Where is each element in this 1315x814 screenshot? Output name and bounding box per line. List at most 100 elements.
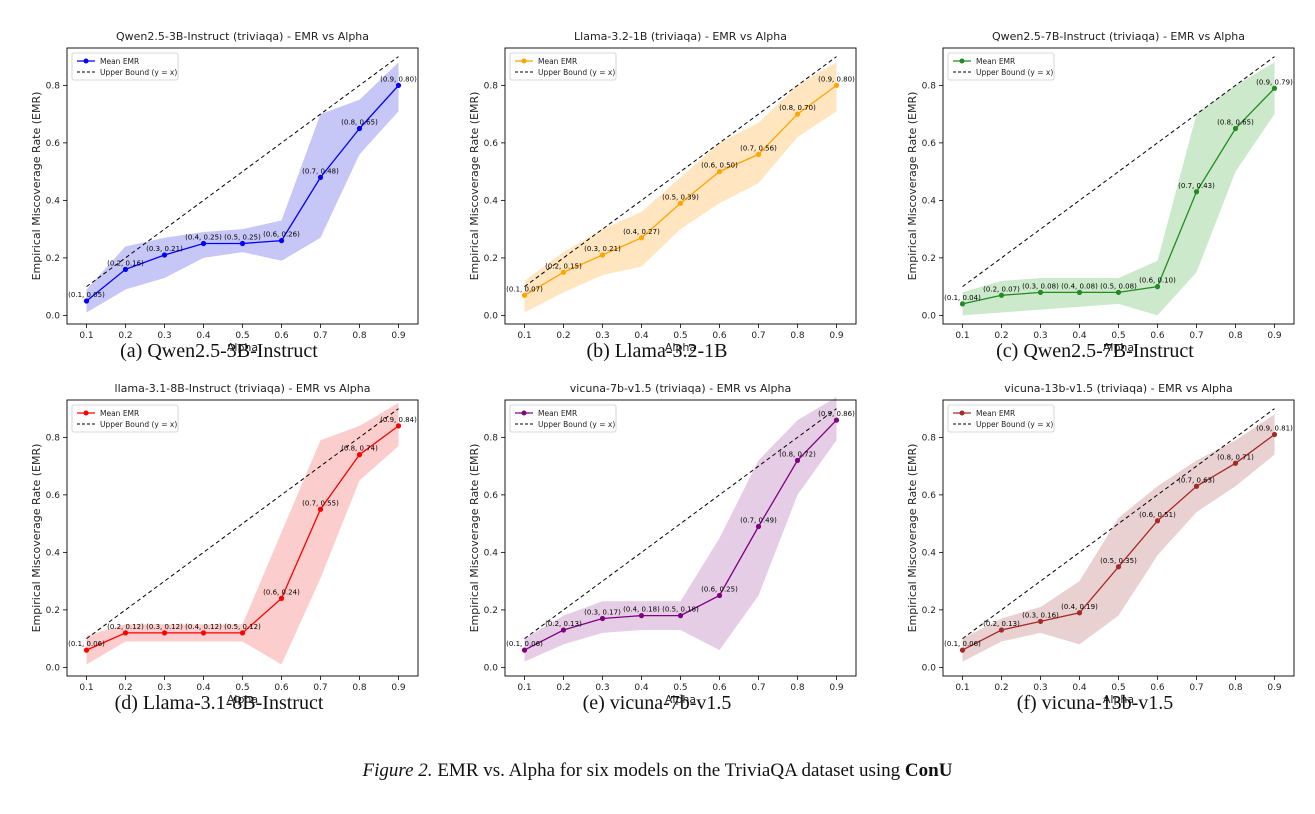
x-tick-label: 0.3 [157, 683, 171, 693]
data-point [122, 266, 129, 272]
y-tick-label: 0.6 [484, 139, 499, 149]
confidence-band [962, 414, 1275, 662]
x-tick-label: 0.9 [829, 331, 844, 341]
data-label: (0.9, 0.79) [1256, 78, 1293, 86]
x-tick-label: 0.8 [352, 683, 367, 693]
data-point [239, 630, 246, 636]
y-tick-label: 0.0 [922, 663, 937, 673]
data-label: (0.7, 0.48) [302, 167, 339, 175]
x-tick-label: 0.6 [1150, 331, 1165, 341]
data-label: (0.3, 0.08) [1022, 282, 1059, 290]
data-point [161, 252, 168, 258]
data-label: (0.8, 0.71) [1217, 453, 1254, 461]
y-tick-label: 0.2 [922, 254, 936, 264]
y-axis-label: Empirical Miscoverage Rate (EMR) [906, 444, 919, 633]
data-label: (0.2, 0.13) [545, 620, 582, 628]
y-tick-label: 0.0 [46, 311, 61, 321]
data-point [638, 613, 645, 619]
upper-bound-line [86, 56, 399, 288]
confidence-band [86, 62, 399, 313]
legend-mean-label: Mean EMR [538, 57, 577, 66]
x-tick-label: 0.9 [1267, 683, 1282, 693]
upper-bound-line [962, 56, 1275, 288]
legend-box [509, 404, 617, 433]
x-tick-label: 0.1 [955, 683, 969, 693]
x-tick-label: 0.6 [712, 331, 727, 341]
data-point [677, 613, 684, 619]
chart-panel: vicuna-13b-v1.5 (triviaqa) - EMR vs Alph… [876, 380, 1314, 750]
x-tick-label: 0.2 [556, 331, 570, 341]
chart-panel: vicuna-7b-v1.5 (triviaqa) - EMR vs Alpha… [438, 380, 876, 750]
data-label: (0.4, 0.25) [185, 234, 222, 242]
data-point [1037, 289, 1044, 295]
y-tick-label: 0.6 [922, 491, 937, 501]
chart-panel: Llama-3.2-1B (triviaqa) - EMR vs Alpha (0… [438, 28, 876, 398]
data-point [560, 269, 567, 275]
x-tick-label: 0.8 [352, 331, 367, 341]
data-point [1154, 284, 1161, 290]
x-tick-label: 0.5 [1111, 331, 1125, 341]
data-label: (0.4, 0.18) [623, 606, 660, 614]
x-axis-label: Alpha [1103, 693, 1134, 706]
data-label: (0.8, 0.65) [341, 119, 378, 127]
data-point [278, 595, 285, 601]
data-label: (0.9, 0.84) [380, 416, 417, 424]
data-point [755, 523, 762, 530]
data-point [1271, 431, 1278, 438]
x-tick-label: 0.2 [994, 331, 1008, 341]
data-label: (0.6, 0.10) [1139, 277, 1176, 285]
x-axis-label: Alpha [1103, 341, 1134, 354]
y-tick-label: 0.0 [46, 663, 61, 673]
chart-title: vicuna-7b-v1.5 (triviaqa) - EMR vs Alpha [570, 382, 791, 395]
y-tick-label: 0.8 [46, 81, 61, 91]
chart-title: vicuna-13b-v1.5 (triviaqa) - EMR vs Alph… [1004, 382, 1232, 395]
y-tick-label: 0.4 [922, 548, 937, 558]
data-point [716, 592, 723, 599]
x-tick-label: 0.2 [994, 683, 1008, 693]
x-tick-label: 0.4 [634, 683, 649, 693]
figure-caption-text: EMR vs. Alpha for six models on the Triv… [437, 760, 901, 781]
legend-upper-label: Upper Bound (y = x) [976, 68, 1053, 77]
data-point [833, 82, 840, 88]
x-tick-label: 0.3 [157, 331, 171, 341]
data-point [833, 417, 840, 423]
data-point [755, 151, 762, 157]
data-point [959, 301, 966, 307]
data-point [1193, 189, 1200, 195]
x-tick-label: 0.6 [274, 683, 289, 693]
x-tick-label: 0.9 [391, 683, 406, 693]
subfigure-caption: (d) Llama-3.1-8B-Instruct [114, 692, 324, 714]
y-axis-label: Empirical Miscoverage Rate (EMR) [30, 444, 43, 633]
confidence-band [524, 397, 837, 662]
x-tick-label: 0.8 [790, 331, 805, 341]
y-tick-label: 0.8 [922, 433, 937, 443]
y-tick-label: 0.4 [484, 548, 499, 558]
data-label: (0.1, 0.06) [68, 640, 105, 648]
data-point [83, 298, 90, 304]
data-point [161, 630, 168, 636]
y-tick-label: 0.4 [484, 196, 499, 206]
legend-mean-marker [959, 58, 965, 64]
subfigure-caption: (e) vicuna-7b-v1.5 [582, 692, 732, 714]
legend-mean-marker [521, 410, 527, 416]
data-point [1193, 483, 1200, 489]
y-tick-label: 0.6 [484, 491, 499, 501]
x-tick-label: 0.5 [235, 331, 249, 341]
x-tick-label: 0.6 [274, 331, 289, 341]
y-tick-label: 0.2 [46, 254, 60, 264]
data-label: (0.6, 0.51) [1139, 511, 1176, 519]
data-point [1232, 460, 1239, 466]
data-label: (0.5, 0.12) [224, 623, 261, 631]
data-label: (0.8, 0.70) [779, 104, 816, 112]
chart-svg: vicuna-7b-v1.5 (triviaqa) - EMR vs Alpha… [468, 382, 857, 706]
data-label: (0.9, 0.80) [818, 75, 855, 83]
data-label: (0.6, 0.26) [263, 231, 300, 239]
legend-box [947, 52, 1055, 81]
x-tick-label: 0.1 [517, 331, 531, 341]
x-tick-label: 0.7 [751, 683, 765, 693]
data-point [1271, 85, 1278, 91]
data-label: (0.8, 0.74) [341, 445, 378, 453]
x-tick-label: 0.7 [1189, 683, 1203, 693]
x-tick-label: 0.1 [79, 683, 93, 693]
data-label: (0.2, 0.16) [107, 259, 144, 267]
